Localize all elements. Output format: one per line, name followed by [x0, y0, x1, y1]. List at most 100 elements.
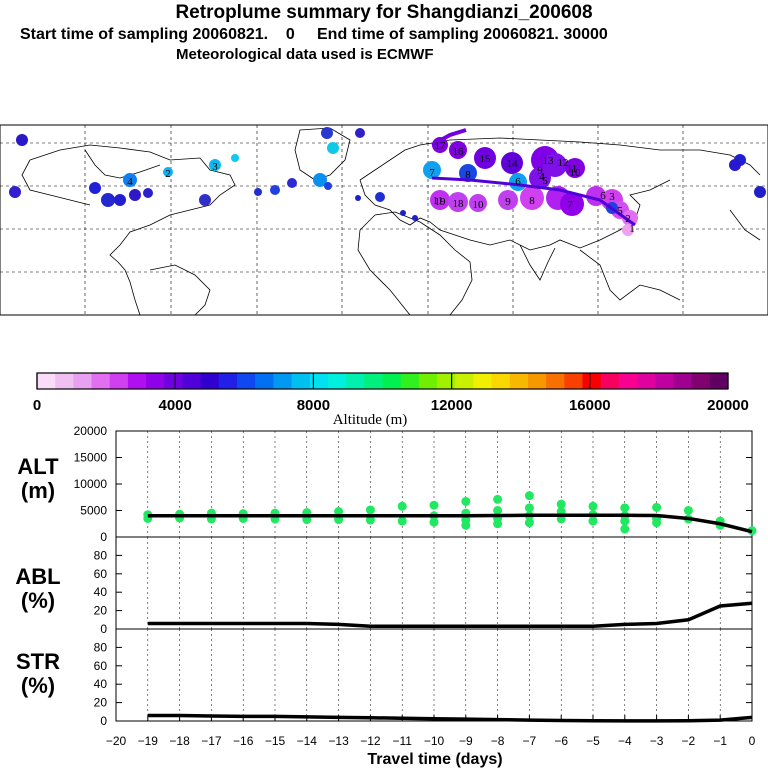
colorbar-segment: [437, 373, 456, 389]
plume-cluster: [449, 141, 467, 159]
x-tick-label: 0: [749, 734, 756, 748]
plume-cluster: [143, 188, 153, 198]
plume-cluster: [412, 215, 418, 221]
x-tick-label: −13: [328, 734, 349, 748]
plume-day-label: 4: [539, 171, 545, 183]
altitude-point: [652, 518, 662, 528]
colorbar-segment: [37, 373, 56, 389]
colorbar-segment: [546, 373, 565, 389]
plume-day-label: 6: [600, 190, 606, 202]
plume-day-label: 5: [542, 175, 548, 187]
plume-cluster: [469, 194, 487, 212]
altitude-point: [397, 501, 407, 511]
colorbar-segment: [182, 373, 202, 389]
y-tick-label: 20000: [74, 424, 108, 438]
y-tick-label: 20: [94, 604, 108, 618]
plume-cluster: [448, 192, 468, 212]
plume-cluster: [114, 194, 126, 206]
y-tick-label: 5000: [80, 504, 107, 518]
plume-day-label: 10: [570, 167, 582, 179]
plume-cluster: [474, 147, 496, 169]
alt-label-line2: (m): [20, 478, 56, 503]
plume-day-label: 8: [465, 169, 471, 181]
plume-cluster: [423, 161, 441, 179]
chart-title: Retroplume summary for Shangdianzi_20060…: [175, 2, 593, 23]
altitude-point: [620, 503, 630, 513]
altitude-point: [620, 516, 630, 526]
y-tick-label: 80: [94, 640, 108, 654]
colorbar-segment: [673, 373, 693, 389]
x-tick-label: −6: [554, 734, 568, 748]
x-tick-label: −10: [424, 734, 445, 748]
altitude-point: [588, 501, 598, 511]
plume-cluster: [327, 142, 339, 154]
colorbar-segment: [146, 373, 165, 389]
abl-panel-label: ABL (%): [3, 565, 73, 613]
plume-day-label: 8: [529, 195, 535, 207]
plume-cluster: [209, 159, 221, 171]
plume-day-label: 17: [435, 140, 447, 152]
colorbar-segment: [418, 373, 438, 389]
x-tick-label: −9: [459, 734, 473, 748]
x-tick-label: −14: [297, 734, 318, 748]
x-tick-label: −7: [523, 734, 537, 748]
colorbar-segment: [509, 373, 529, 389]
y-tick-label: 0: [100, 530, 107, 544]
plume-cluster: [199, 194, 211, 206]
colorbar-segment: [382, 373, 402, 389]
plume-day-label: 11: [567, 163, 578, 175]
plume-cluster: [231, 154, 239, 162]
plume-day-label: 6: [515, 176, 521, 188]
colorbar-segment: [291, 373, 311, 389]
altitude-point: [429, 517, 439, 527]
str-label-line2: (%): [20, 673, 56, 698]
series-line: [147, 713, 753, 723]
alt-label-line1: ALT: [17, 454, 59, 479]
altitude-point: [493, 494, 503, 504]
abl-label-line1: ABL: [15, 564, 61, 589]
y-tick-label: 40: [94, 585, 108, 599]
colorbar-segment: [709, 373, 729, 389]
colorbar-segment: [473, 373, 493, 389]
colorbar-segment: [655, 373, 674, 389]
plume-day-label: 14: [507, 158, 519, 170]
plume-cluster: [355, 195, 361, 201]
altitude-point: [397, 516, 407, 526]
y-tick-label: 15000: [74, 451, 108, 465]
alt-panel-label: ALT (m): [3, 455, 73, 503]
altitude-point: [365, 515, 375, 525]
colorbar-segment: [691, 373, 711, 389]
y-tick-label: 20: [94, 696, 108, 710]
altitude-point: [365, 505, 375, 515]
colorbar-segment: [455, 373, 474, 389]
plume-cluster: [313, 173, 327, 187]
plume-cluster: [324, 182, 332, 190]
plume-day-label: 4: [127, 176, 133, 188]
plume-cluster: [89, 182, 101, 194]
x-tick-label: −17: [201, 734, 222, 748]
plume-cluster: [129, 189, 141, 201]
plume-cluster: [270, 185, 280, 195]
colorbar-segment: [637, 373, 656, 389]
plume-cluster: [529, 167, 551, 189]
colorbar-tick-label: 8000: [297, 397, 330, 414]
plume-cluster: [355, 128, 365, 138]
altitude-point: [683, 506, 693, 515]
plume-cluster: [375, 192, 385, 202]
x-tick-label: −4: [618, 734, 632, 748]
x-tick-label: −19: [138, 734, 159, 748]
colorbar-tick-label: 0: [33, 397, 41, 414]
colorbar-label: Altitude (m): [333, 412, 408, 428]
altitude-point: [461, 520, 471, 530]
plume-day-label: 10: [473, 199, 485, 211]
plume-day-label: 16: [453, 146, 465, 158]
x-tick-label: −3: [650, 734, 664, 748]
altitude-point: [334, 507, 344, 517]
plume-day-label: 12: [558, 157, 569, 169]
colorbar-segment: [200, 373, 220, 389]
colorbar-segment: [346, 373, 365, 389]
colorbar-segment: [527, 373, 547, 389]
abl-label-line2: (%): [20, 588, 56, 613]
sampling-time-line: Start time of sampling 20060821. 0 End t…: [20, 26, 608, 43]
colorbar-segment: [73, 373, 93, 389]
